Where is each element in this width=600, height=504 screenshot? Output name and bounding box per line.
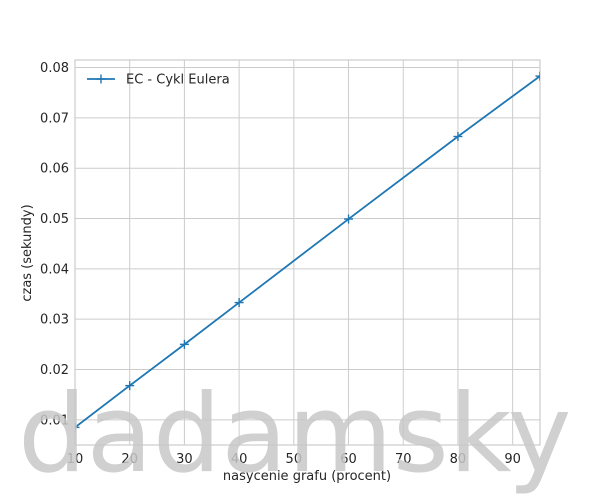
y-tick-label: 0.01 bbox=[40, 413, 69, 428]
y-tick-label: 0.07 bbox=[40, 111, 69, 126]
y-tick-label: 0.03 bbox=[40, 313, 69, 328]
data-point-marker bbox=[125, 381, 135, 391]
x-tick-label: 80 bbox=[450, 452, 467, 467]
legend: EC - Cykl Eulera bbox=[87, 73, 230, 88]
data-point-marker bbox=[535, 71, 540, 81]
y-tick-label: 0.08 bbox=[40, 61, 69, 76]
data-point-marker bbox=[344, 214, 354, 224]
legend-entry: EC - Cykl Eulera bbox=[87, 73, 230, 88]
y-tick-label: 0.05 bbox=[40, 212, 69, 227]
data-point-marker bbox=[453, 131, 463, 141]
x-tick-label: 60 bbox=[340, 452, 357, 467]
x-tick-label: 70 bbox=[395, 452, 412, 467]
plot-frame bbox=[74, 59, 541, 446]
legend-label: EC - Cykl Eulera bbox=[126, 73, 230, 88]
series-layer bbox=[75, 71, 540, 432]
data-point-marker bbox=[234, 298, 244, 308]
x-tick-label: 50 bbox=[286, 452, 303, 467]
y-axis-label: czas (sekundy) bbox=[20, 204, 35, 301]
x-tick-label: 90 bbox=[504, 452, 521, 467]
x-tick-label: 30 bbox=[176, 452, 193, 467]
data-point-marker bbox=[75, 422, 80, 432]
y-tick-label: 0.06 bbox=[40, 162, 69, 177]
x-tick-label: 10 bbox=[67, 452, 84, 467]
x-tick-label: 40 bbox=[231, 452, 248, 467]
x-axis-label: nasycenie grafu (procent) bbox=[223, 469, 391, 484]
y-tick-label: 0.04 bbox=[40, 262, 69, 277]
axes: 10 20 30 40 50 60 70 80 90 0.01 0.02 0.03 0.04 0.05 0.… bbox=[40, 59, 541, 467]
data-point-marker bbox=[179, 339, 189, 349]
series-0 bbox=[75, 71, 540, 432]
y-tick-label: 0.02 bbox=[40, 363, 69, 378]
x-tick-label: 20 bbox=[121, 452, 138, 467]
